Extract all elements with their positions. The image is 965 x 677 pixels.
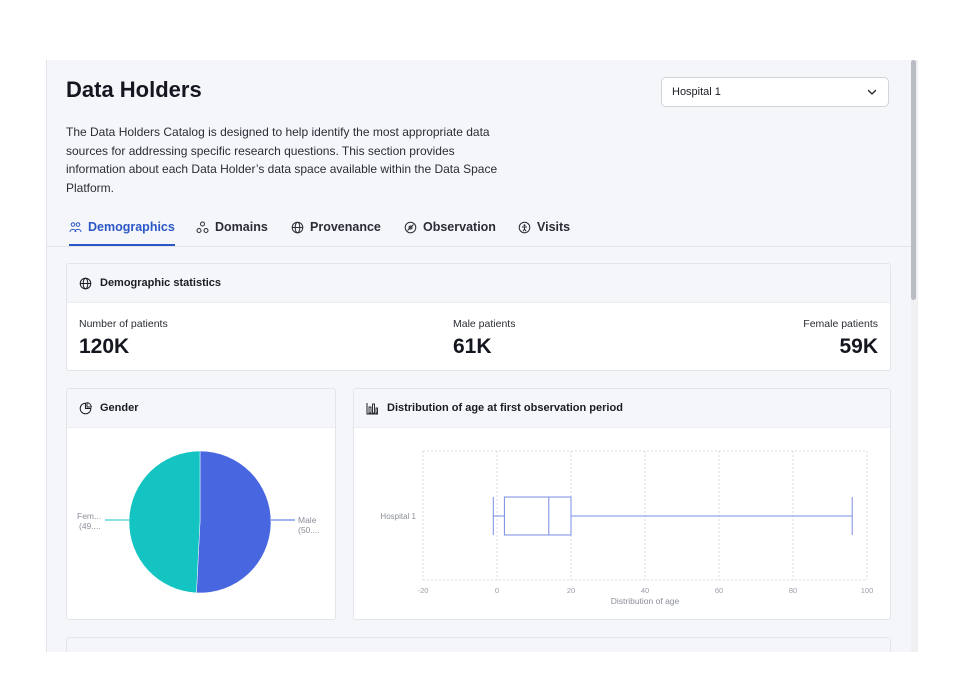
stat-male-patients: Male patients 61K	[453, 318, 515, 359]
card-header: Demographic statistics	[67, 264, 890, 303]
stat-value: 120K	[79, 335, 130, 358]
stat-label: Number of patients	[79, 318, 168, 330]
pie-label-male: Male	[298, 515, 317, 525]
card-title: Demographic statistics	[100, 277, 222, 289]
data-holder-select[interactable]: Hospital 1	[661, 77, 889, 107]
card-header	[67, 638, 890, 652]
next-section-card	[66, 637, 891, 652]
tab-label: Provenance	[310, 220, 381, 234]
stat-value: 59K	[839, 335, 878, 358]
tab-label: Demographics	[88, 220, 175, 234]
x-tick-label: 20	[567, 586, 575, 595]
tab-bar: Demographics Domains Provenance	[47, 210, 911, 247]
x-axis-label: Distribution of age	[611, 596, 680, 606]
boxplot-box[interactable]	[503, 496, 572, 536]
globe-icon	[291, 221, 304, 233]
chevron-down-icon	[867, 89, 877, 95]
card-header: Gender	[67, 389, 335, 428]
demographics-icon	[69, 221, 82, 232]
tab-observation[interactable]: Observation	[404, 210, 496, 244]
demographic-stats-card: Demographic statistics Number of patient…	[66, 263, 891, 371]
stat-number-of-patients: Number of patients 120K	[79, 318, 168, 359]
data-holder-select-value: Hospital 1	[672, 86, 721, 98]
pie-chart-icon	[79, 401, 92, 414]
scrollbar-track[interactable]	[910, 60, 918, 652]
category-label: Hospital 1	[380, 512, 416, 521]
globe-icon	[79, 277, 92, 289]
pie-slice-male[interactable]	[196, 450, 272, 594]
x-tick-label: 60	[715, 586, 723, 595]
tab-visits[interactable]: Visits	[518, 210, 570, 244]
x-tick-label: -20	[418, 586, 429, 595]
tab-demographics[interactable]: Demographics	[69, 210, 175, 246]
domains-icon	[196, 221, 209, 233]
stat-value: 61K	[453, 335, 492, 358]
gender-card: Gender Male (50.... Fem... (49....	[66, 388, 336, 620]
tab-provenance[interactable]: Provenance	[291, 210, 381, 244]
stat-label: Female patients	[803, 318, 878, 330]
x-tick-label: 40	[641, 586, 649, 595]
card-title: Distribution of age at first observation…	[387, 402, 623, 414]
page-title: Data Holders	[66, 77, 202, 102]
stat-label: Male patients	[453, 318, 516, 330]
main-panel: Data Holders Hospital 1 The Data Holders…	[46, 60, 911, 652]
card-title: Gender	[100, 402, 139, 414]
tab-label: Domains	[215, 220, 268, 234]
x-tick-label: 80	[789, 586, 797, 595]
page-description: The Data Holders Catalog is designed to …	[66, 125, 498, 195]
pie-label-female-percent: (49....	[79, 521, 101, 531]
tab-label: Observation	[423, 220, 496, 234]
x-tick-label: 100	[861, 586, 874, 595]
person-icon	[518, 221, 531, 233]
stat-female-patients: Female patients 59K	[803, 318, 878, 359]
observation-icon	[404, 221, 417, 233]
pie-slice-female[interactable]	[128, 450, 201, 594]
pie-label-female: Fem...	[77, 511, 101, 521]
bar-chart-icon	[366, 402, 378, 414]
scrollbar-thumb[interactable]	[911, 60, 916, 300]
age-distribution-card: Distribution of age at first observation…	[353, 388, 891, 620]
age-boxplot-chart: -20 0 20 40 60 80 100 Hospital 1 Distribution …	[380, 450, 874, 606]
tab-domains[interactable]: Domains	[196, 210, 268, 244]
x-tick-label: 0	[495, 586, 499, 595]
tab-label: Visits	[537, 220, 571, 234]
card-header: Distribution of age at first observation…	[354, 389, 890, 428]
gender-pie-chart: Male (50.... Fem... (49....	[77, 450, 320, 594]
pie-label-male-percent: (50....	[298, 525, 320, 535]
